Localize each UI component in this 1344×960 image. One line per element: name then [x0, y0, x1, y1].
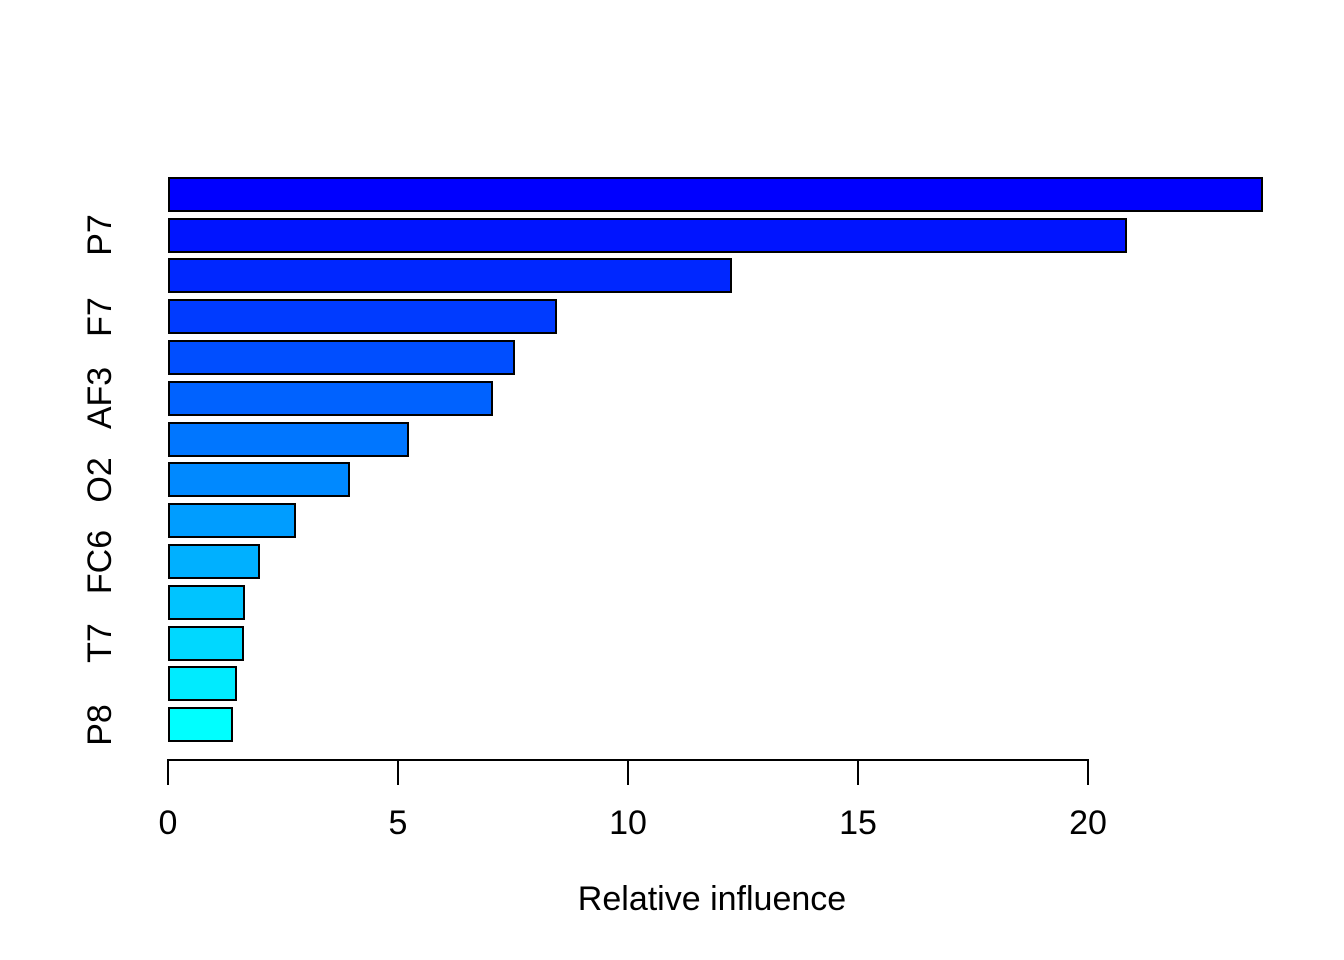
bar [168, 584, 245, 620]
bar [168, 707, 233, 743]
y-axis-label: O2 [81, 457, 119, 503]
y-axis-label: FC6 [81, 529, 119, 594]
x-axis-tick-label: 0 [158, 804, 178, 842]
x-axis-tick-label: 15 [839, 804, 877, 842]
x-axis-tick [1086, 758, 1090, 785]
bar [168, 258, 732, 294]
bar [168, 503, 296, 539]
bar [168, 217, 1128, 253]
bar [168, 176, 1263, 212]
x-axis-tick [856, 758, 860, 785]
bar [168, 299, 558, 335]
y-axis-label: P8 [81, 703, 119, 746]
x-axis-title: Relative influence [577, 880, 847, 918]
y-axis-label: P7 [81, 214, 119, 256]
x-axis-tick-label: 20 [1069, 804, 1107, 842]
x-axis-tick [396, 758, 400, 785]
y-axis-label: F7 [81, 296, 119, 337]
bar [168, 666, 237, 702]
y-axis-label: AF3 [81, 367, 119, 430]
bar [168, 339, 515, 375]
bar [168, 462, 351, 498]
x-axis-tick-label: 10 [609, 804, 647, 842]
bar [168, 544, 260, 580]
x-axis-tick [626, 758, 630, 785]
x-axis-tick [166, 758, 170, 785]
y-axis-label: T7 [81, 623, 119, 663]
bar [168, 625, 244, 661]
bar [168, 380, 494, 416]
x-axis-tick-label: 5 [388, 804, 408, 842]
bar [168, 421, 410, 457]
